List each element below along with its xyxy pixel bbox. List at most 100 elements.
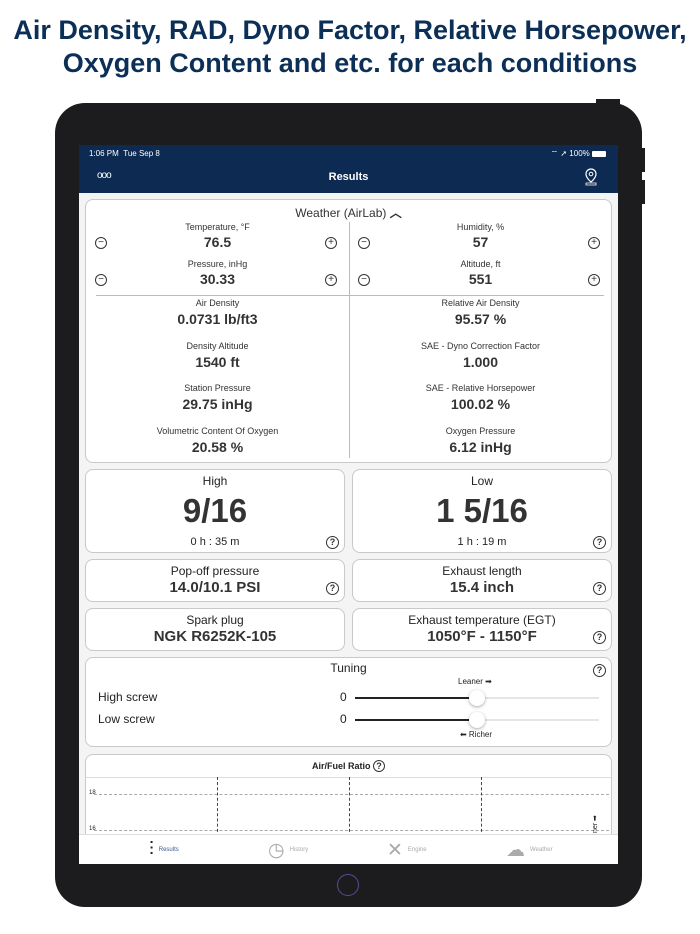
afr-title: Air/Fuel Ratio: [311, 761, 371, 771]
input-label: Pressure, inHg: [187, 259, 248, 269]
divider: [349, 222, 350, 458]
tab-engine[interactable]: ✕ Engine: [387, 835, 427, 864]
result-label: SAE - Dyno Correction Factor: [420, 340, 541, 351]
minus-icon[interactable]: −: [358, 237, 370, 249]
tab-results[interactable]: ⫶ Results: [149, 835, 179, 864]
nav-bar: ooo Results: [79, 161, 618, 193]
spark-title: Spark plug: [186, 613, 244, 627]
more-button[interactable]: ooo: [97, 170, 112, 181]
help-icon[interactable]: ?: [593, 536, 606, 549]
plus-icon[interactable]: +: [325, 274, 337, 286]
tab-label: Engine: [407, 847, 427, 853]
battery-icon: [592, 150, 606, 157]
gridline: [94, 794, 609, 795]
result-value: 1540 ft: [195, 353, 240, 370]
headline-line2: Oxygen Content and etc. for each conditi…: [62, 48, 638, 78]
input-value[interactable]: 30.33: [199, 271, 236, 287]
result-label: Station Pressure: [184, 383, 251, 393]
tab-bar: ⫶ Results ◷ History ✕ Engine ☁ Weather: [79, 834, 618, 864]
high-screw-slider[interactable]: [355, 690, 599, 706]
high-card: High 9/16 0 h : 35 m ?: [85, 469, 345, 553]
divider: [96, 295, 604, 296]
help-icon[interactable]: ?: [593, 631, 606, 644]
input-label: Temperature, °F: [185, 222, 250, 232]
volume-button: [641, 148, 645, 172]
wifi-icon: ⌔ ➚: [550, 149, 570, 158]
result-label: Oxygen Pressure: [445, 425, 516, 436]
minus-icon[interactable]: −: [358, 274, 370, 286]
tick-label: 18: [89, 790, 96, 796]
tuning-title: Tuning: [330, 661, 367, 675]
help-icon[interactable]: ?: [326, 536, 339, 549]
help-icon[interactable]: ?: [593, 664, 606, 677]
weather-title: Weather (AirLab): [295, 206, 387, 220]
popoff-value: 14.0/10.1 PSI: [169, 579, 261, 596]
home-button[interactable]: [337, 874, 359, 896]
weather-card: Weather (AirLab) ︿ Temperature, °F 76.5 …: [85, 199, 612, 463]
result-value: 29.75 inHg: [182, 396, 253, 412]
gridline: [94, 830, 609, 831]
plus-icon[interactable]: +: [588, 237, 600, 249]
tab-label: Weather: [530, 847, 553, 853]
chevron-up-icon: ︿: [389, 206, 402, 220]
input-value[interactable]: 551: [468, 271, 493, 287]
low-value: 1 5/16: [436, 492, 528, 529]
tuning-card: Tuning ? Leaner ➡ High screw 0 Low screw…: [85, 657, 612, 747]
result-value: 20.58 %: [191, 438, 244, 455]
result-label: Air Density: [195, 298, 240, 308]
spark-card: Spark plug NGK R6252K-105: [85, 608, 345, 651]
weather-header[interactable]: Weather (AirLab) ︿: [86, 204, 611, 221]
afr-header: Air/Fuel Ratio ?: [86, 760, 611, 772]
gridline: [217, 777, 218, 837]
minus-icon[interactable]: −: [95, 237, 107, 249]
result-value: 100.02 %: [450, 396, 511, 412]
plus-icon[interactable]: +: [325, 237, 337, 249]
headline-line1: Air Density, RAD, Dyno Factor, Relative …: [13, 15, 687, 45]
location-pin-icon[interactable]: [584, 168, 598, 186]
egt-card: Exhaust temperature (EGT) 1050°F - 1150°…: [352, 608, 612, 651]
high-screw-value: 0: [340, 690, 347, 704]
clock-icon: ◷: [268, 839, 285, 861]
tab-weather[interactable]: ☁ Weather: [506, 835, 553, 864]
low-screw-label: Low screw: [98, 712, 155, 726]
help-icon[interactable]: ?: [593, 582, 606, 595]
leaner-label: Leaner ➡: [458, 677, 492, 686]
tab-history[interactable]: ◷ History: [268, 835, 308, 864]
minus-icon[interactable]: −: [95, 274, 107, 286]
headline: Air Density, RAD, Dyno Factor, Relative …: [0, 14, 700, 80]
status-time: 1:06 PM: [89, 149, 119, 158]
result-value: 0.0731 lb/ft3: [177, 311, 258, 327]
volume-button: [641, 180, 645, 204]
egt-title: Exhaust temperature (EGT): [408, 613, 556, 627]
help-icon[interactable]: ?: [326, 582, 339, 595]
exhaust-card: Exhaust length 15.4 inch ?: [352, 559, 612, 602]
tick-label: 16: [89, 826, 96, 832]
input-label: Altitude, ft: [460, 259, 501, 269]
high-title: High: [202, 474, 228, 488]
sliders-icon: ⫶: [149, 839, 154, 860]
tab-label: Results: [158, 847, 179, 853]
power-button: [596, 99, 620, 104]
tab-label: History: [289, 847, 309, 853]
low-screw-slider[interactable]: [355, 712, 599, 728]
plus-icon[interactable]: +: [588, 274, 600, 286]
high-value: 9/16: [182, 492, 248, 529]
input-value[interactable]: 76.5: [203, 234, 232, 250]
cloud-sun-icon: ☁: [506, 839, 525, 861]
result-label: SAE - Relative Horsepower: [425, 383, 536, 393]
page-title: Results: [328, 171, 369, 183]
input-label: Humidity, %: [456, 222, 505, 232]
low-time: 1 h : 19 m: [457, 536, 507, 548]
egt-value: 1050°F - 1150°F: [427, 628, 537, 645]
help-icon[interactable]: ?: [373, 760, 386, 772]
low-card: Low 1 5/16 1 h : 19 m ?: [352, 469, 612, 553]
exhaust-title: Exhaust length: [442, 564, 522, 578]
spark-value: NGK R6252K-105: [153, 628, 277, 645]
slider-thumb[interactable]: [469, 712, 485, 728]
high-screw-label: High screw: [98, 690, 158, 704]
popoff-card: Pop-off pressure 14.0/10.1 PSI ?: [85, 559, 345, 602]
result-label: Relative Air Density: [441, 298, 520, 308]
input-value[interactable]: 57: [472, 234, 489, 250]
slider-thumb[interactable]: [469, 690, 485, 706]
result-label: Density Altitude: [186, 340, 249, 351]
